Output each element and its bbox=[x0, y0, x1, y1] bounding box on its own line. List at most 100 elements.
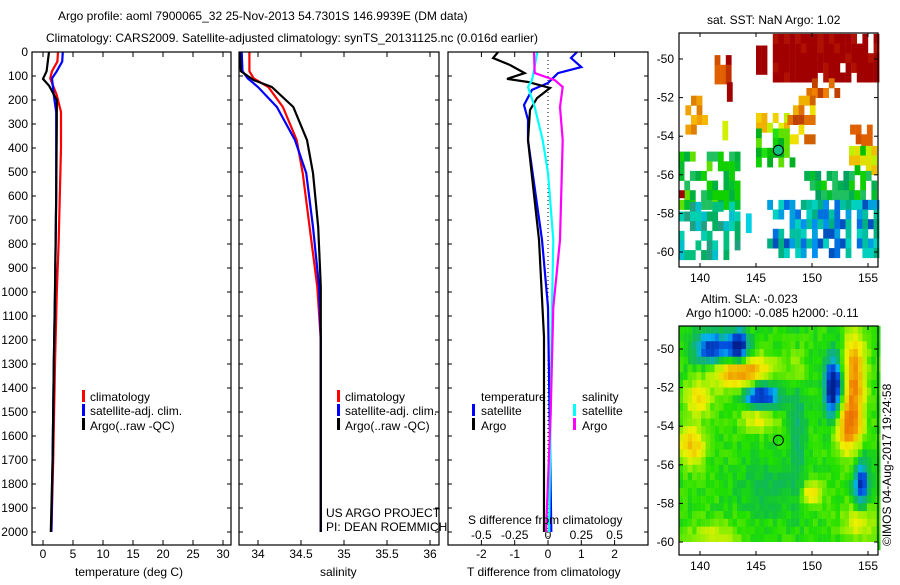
sla-cell bbox=[857, 325, 863, 334]
sla-cell bbox=[678, 503, 684, 512]
sla-cell bbox=[696, 495, 702, 504]
sla-cell bbox=[862, 518, 868, 527]
sla-cell bbox=[866, 349, 872, 358]
sla-cell bbox=[710, 441, 715, 450]
sst-cell bbox=[745, 213, 752, 224]
sla-cell bbox=[866, 449, 872, 458]
sla-cell bbox=[768, 418, 773, 427]
sla-cell bbox=[719, 325, 724, 334]
sla-cell bbox=[728, 449, 733, 458]
sla-cell bbox=[871, 526, 877, 535]
sla-cell bbox=[737, 441, 742, 450]
sla-cell bbox=[840, 356, 845, 365]
sla-cell bbox=[705, 333, 711, 342]
sla-cell bbox=[844, 387, 850, 396]
sla-cell bbox=[701, 488, 706, 497]
sla-cell bbox=[862, 464, 868, 473]
sst-cell bbox=[723, 240, 730, 251]
sla-cell bbox=[692, 495, 697, 504]
sla-cell bbox=[853, 480, 859, 489]
sst-cell bbox=[729, 161, 735, 172]
sla-cell bbox=[817, 418, 823, 427]
sst-cell bbox=[761, 55, 768, 66]
sla-cell bbox=[723, 325, 729, 334]
sla-cell bbox=[857, 379, 863, 389]
sla-cell bbox=[826, 426, 832, 435]
sla-cell bbox=[817, 356, 823, 365]
sla-cell bbox=[732, 526, 738, 535]
sla-cell bbox=[857, 511, 863, 520]
sla-cell bbox=[701, 534, 706, 543]
sla-cell bbox=[683, 379, 688, 389]
sla-cell bbox=[696, 387, 702, 396]
sst-cell bbox=[823, 209, 829, 220]
sst-cell bbox=[809, 95, 816, 106]
sst-cell bbox=[860, 155, 866, 166]
sla-cell bbox=[687, 511, 693, 520]
sla-cell bbox=[786, 410, 791, 419]
legend-swatch-climatology bbox=[337, 390, 340, 402]
sla-cell bbox=[732, 333, 738, 342]
sla-cell bbox=[728, 387, 733, 396]
sst-cell bbox=[832, 180, 838, 191]
sla-cell bbox=[763, 511, 769, 520]
sst-cell bbox=[806, 72, 813, 83]
sst-cell bbox=[706, 161, 713, 172]
sla-cell bbox=[732, 503, 738, 512]
sla-cell bbox=[678, 403, 684, 412]
sla-cell bbox=[849, 403, 854, 412]
sst-cell bbox=[793, 115, 799, 125]
sla-cell bbox=[737, 534, 742, 543]
sla-cell bbox=[790, 433, 796, 443]
sla-cell bbox=[871, 464, 877, 473]
sla-no-data bbox=[679, 542, 878, 555]
sla-cell bbox=[790, 488, 796, 497]
salinity-plot-frame bbox=[238, 51, 440, 546]
sla-cell bbox=[763, 480, 769, 489]
sst-cell bbox=[717, 190, 724, 201]
lon-tick-label: 145 bbox=[746, 271, 766, 285]
sla-cell bbox=[799, 464, 805, 473]
depth-tick-label: 1100 bbox=[2, 309, 28, 323]
sla-cell bbox=[701, 441, 706, 450]
sla-cell bbox=[687, 518, 693, 527]
sla-cell bbox=[857, 349, 863, 358]
sla-cell bbox=[754, 534, 760, 543]
sla-cell bbox=[790, 426, 796, 435]
sla-cell bbox=[781, 488, 787, 497]
sst-cell bbox=[840, 219, 846, 230]
sla-cell bbox=[696, 364, 702, 373]
sla-cell bbox=[853, 449, 859, 458]
sla-cell bbox=[696, 472, 702, 481]
sla-cell bbox=[723, 387, 729, 396]
sla-cell bbox=[795, 333, 800, 342]
legend-title-salinity: salinity bbox=[582, 390, 619, 404]
sst-cell bbox=[691, 124, 697, 135]
sla-cell bbox=[723, 333, 729, 342]
sst-cell bbox=[873, 53, 880, 64]
sla-cell bbox=[741, 341, 747, 350]
sla-cell bbox=[808, 364, 814, 373]
sla-cell bbox=[701, 518, 706, 527]
sla-cell bbox=[710, 495, 715, 504]
sla-cell bbox=[781, 349, 787, 358]
sst-cell bbox=[862, 199, 869, 210]
sla-cell bbox=[723, 426, 729, 435]
t-difference-tick-label: 2 bbox=[611, 547, 618, 561]
sst-cell bbox=[804, 134, 810, 145]
sst-cell bbox=[712, 221, 719, 232]
sla-cell bbox=[777, 418, 782, 427]
sla-cell bbox=[696, 488, 702, 497]
sla-cell bbox=[813, 349, 818, 358]
sst-cell bbox=[772, 53, 779, 64]
sla-cell bbox=[692, 403, 697, 412]
sst-cell bbox=[845, 72, 852, 83]
sla-cell bbox=[857, 341, 863, 350]
sla-cell bbox=[822, 395, 827, 404]
sla-cell bbox=[759, 511, 765, 520]
sla-cell bbox=[866, 395, 872, 404]
sla-cell bbox=[750, 441, 756, 450]
sla-cell bbox=[840, 403, 845, 412]
sla-cell bbox=[795, 387, 800, 396]
